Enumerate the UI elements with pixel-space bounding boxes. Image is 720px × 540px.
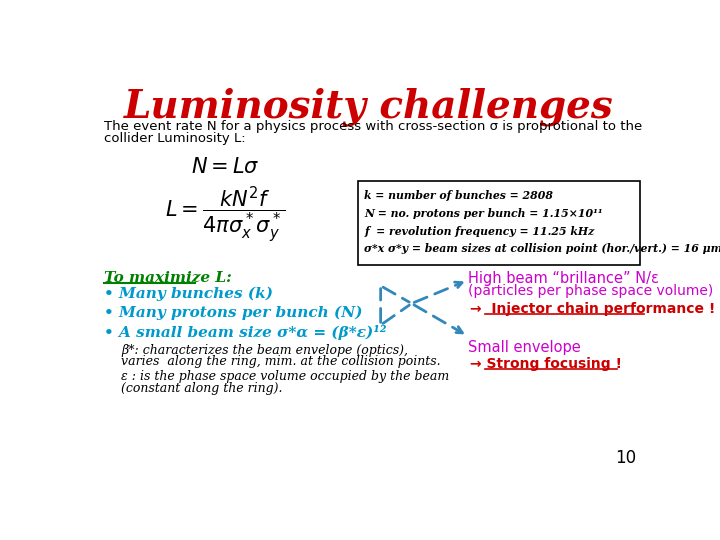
Text: (constant along the ring).: (constant along the ring). <box>121 382 282 395</box>
Text: $N = L\sigma$: $N = L\sigma$ <box>192 157 260 177</box>
Text: Small envelope: Small envelope <box>468 340 581 355</box>
Text: Luminosity challenges: Luminosity challenges <box>124 88 614 126</box>
Text: High beam “brillance” N/ε: High beam “brillance” N/ε <box>468 271 659 286</box>
Text: →  Injector chain performance !: → Injector chain performance ! <box>469 302 715 316</box>
Text: σ*x σ*y = beam sizes at collision point (hor./vert.) = 16 μm: σ*x σ*y = beam sizes at collision point … <box>364 244 720 254</box>
Text: 10: 10 <box>616 449 636 467</box>
Text: • Many protons per bunch (N): • Many protons per bunch (N) <box>104 306 362 320</box>
Text: (particles per phase space volume): (particles per phase space volume) <box>468 284 714 298</box>
Text: • A small beam size σ*α = (β*ε)¹²: • A small beam size σ*α = (β*ε)¹² <box>104 325 387 340</box>
FancyBboxPatch shape <box>358 181 640 265</box>
Text: To maximize L:: To maximize L: <box>104 271 232 285</box>
Text: • Many bunches (k): • Many bunches (k) <box>104 287 273 301</box>
Text: The event rate N for a physics process with cross-section σ is proprotional to t: The event rate N for a physics process w… <box>104 120 642 133</box>
Text: k = number of bunches = 2808: k = number of bunches = 2808 <box>364 190 554 201</box>
Text: ε : is the phase space volume occupied by the beam: ε : is the phase space volume occupied b… <box>121 370 449 383</box>
Text: β*: characterizes the beam envelope (optics),: β*: characterizes the beam envelope (opt… <box>121 343 408 356</box>
Text: collider Luminosity L:: collider Luminosity L: <box>104 132 246 145</box>
Text: → Strong focusing !: → Strong focusing ! <box>469 357 622 372</box>
Text: N = no. protons per bunch = 1.15×10¹¹: N = no. protons per bunch = 1.15×10¹¹ <box>364 208 603 219</box>
Text: $L = \dfrac{kN^2 f}{4\pi\sigma_x^*\sigma_y^*}$: $L = \dfrac{kN^2 f}{4\pi\sigma_x^*\sigma… <box>166 184 286 245</box>
Text: varies  along the ring, mim. at the collision points.: varies along the ring, mim. at the colli… <box>121 355 441 368</box>
Text: f  = revolution frequency = 11.25 kHz: f = revolution frequency = 11.25 kHz <box>364 226 595 237</box>
